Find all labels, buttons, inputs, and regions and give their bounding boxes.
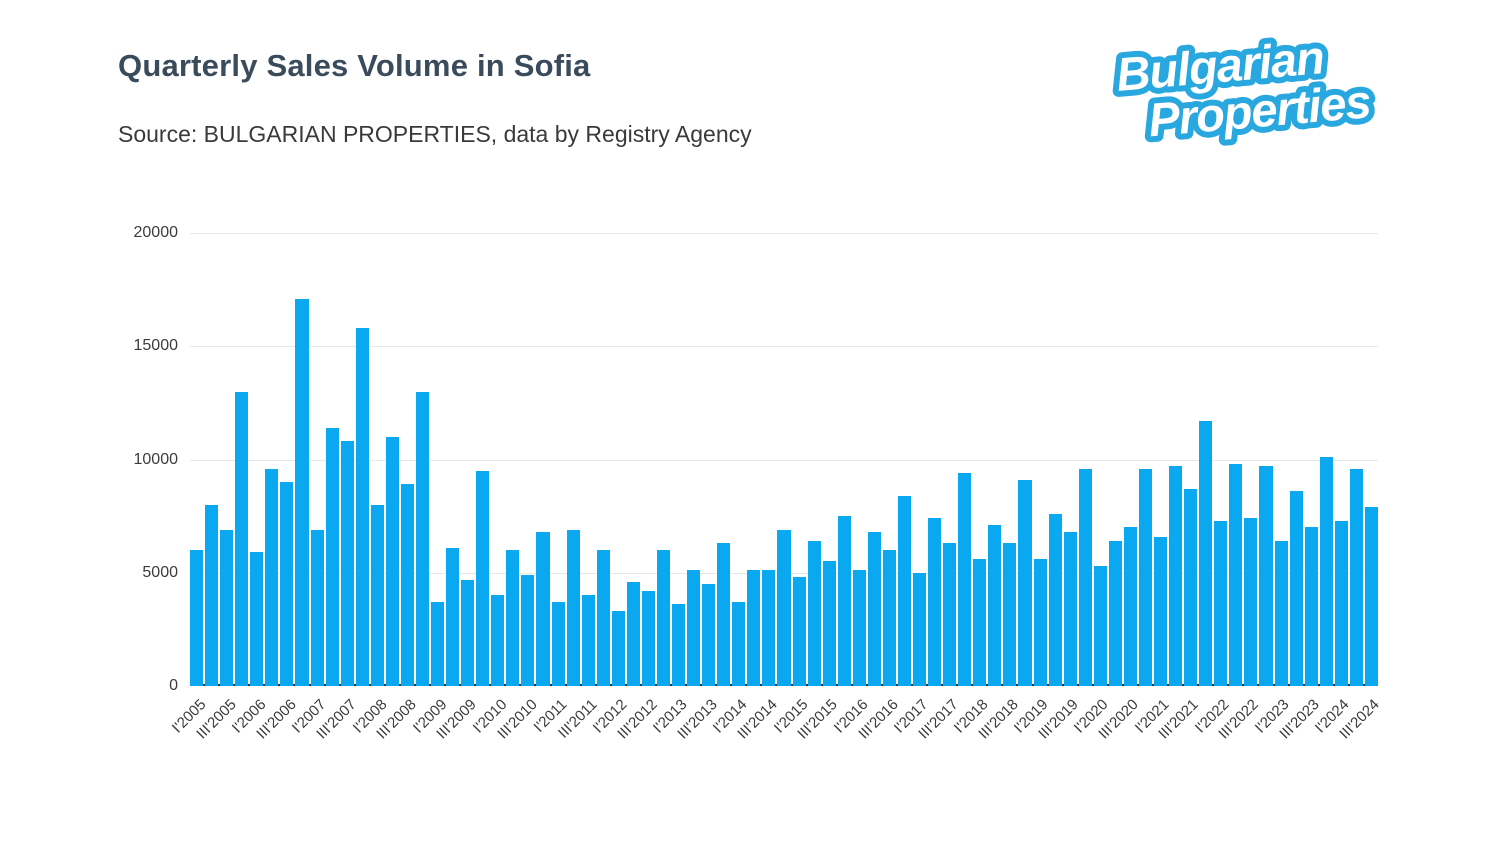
bar-II'2015 [807,541,821,686]
bar-III'2015 [822,561,836,686]
bar-II'2005 [205,505,219,686]
bar-I'2023 [1274,541,1288,686]
bar-II'2018 [988,525,1002,686]
bar-III'2021 [1184,489,1198,686]
bar-II'2014 [747,570,761,686]
bar-I'2005 [190,550,204,686]
source-note: Source: BULGARIAN PROPERTIES, data by Re… [118,121,752,147]
bar-III'2005 [220,530,234,686]
bar-III'2011 [581,595,595,686]
bar-IV'2022 [1259,466,1273,686]
bar-II'2007 [325,428,339,686]
y-tick-label-10000: 10000 [133,450,179,468]
bar-III'2013 [702,584,716,686]
bar-II'2016 [867,532,881,686]
bar-II'2006 [265,469,279,686]
bar-IV'2013 [717,543,731,686]
y-axis-labels: 0 5000 10000 15000 20000 [120,224,190,694]
bar-IV'2012 [656,550,670,686]
x-axis-labels: I'2005 III'2005 I'2006 III'2006 I'2007 III'20… [169,686,1383,766]
bar-III'2008 [400,484,414,686]
gridline-10000 [190,459,1378,461]
bar-II'2019 [1048,514,1062,686]
bar-III'2007 [340,441,354,686]
bar-IV'2010 [536,532,550,686]
bar-III'2023 [1304,527,1318,686]
bar-III'2017 [943,543,957,686]
bar-II'2022 [1229,464,1243,686]
bar-IV'2019 [1078,469,1092,686]
y-tick-label-15000: 15000 [133,337,179,355]
bar-IV'2023 [1319,457,1333,686]
bar-I'2015 [792,577,806,686]
bar-II'2012 [626,582,640,686]
bar-III'2020 [1123,527,1137,686]
bar-II'2011 [566,530,580,686]
bar-IV'2005 [235,392,249,686]
bar-IV'2009 [476,471,490,686]
gridline-15000 [190,346,1378,348]
bar-I'2016 [852,570,866,686]
bar-I'2014 [732,602,746,686]
bar-III'2014 [762,570,776,686]
bar-IV'2017 [958,473,972,686]
bar-II'2023 [1289,491,1303,686]
bar-IV'2011 [596,550,610,686]
brand-logo: Bulgarian Properties [1112,26,1378,146]
bar-I'2020 [1093,566,1107,686]
bar-I'2006 [250,552,264,686]
bar-III'2010 [521,575,535,686]
bar-III'2016 [882,550,896,686]
y-tick-label-20000: 20000 [133,224,179,241]
bar-III'2019 [1063,532,1077,686]
bar-IV'2020 [1138,469,1152,686]
bar-I'2010 [491,595,505,686]
bar-I'2022 [1214,521,1228,686]
bar-IV'2021 [1199,421,1213,686]
bar-IV'2015 [837,516,851,686]
bar-I'2024 [1334,521,1348,686]
gridline-20000 [190,233,1378,234]
bar-III'2006 [280,482,294,686]
bar-II'2024 [1349,469,1363,686]
bar-I'2008 [370,505,384,686]
bar-IV'2008 [415,392,429,686]
bar-I'2011 [551,602,565,686]
page-title: Quarterly Sales Volume in Sofia [118,48,591,83]
bar-II'2021 [1169,466,1183,686]
bar-I'2017 [913,573,927,686]
bar-II'2017 [928,518,942,686]
bar-I'2021 [1154,537,1168,686]
bar-I'2019 [1033,559,1047,686]
bar-III'2024 [1364,507,1378,686]
bar-II'2013 [687,570,701,686]
bar-chart: 0 5000 10000 15000 20000 I'2005 III'2005 I'200… [134,224,1383,742]
bar-I'2018 [973,559,987,686]
bar-IV'2007 [355,328,369,686]
bar-III'2009 [461,580,475,686]
bar-III'2018 [1003,543,1017,686]
bar-IV'2006 [295,299,309,686]
bar-III'2022 [1244,518,1258,686]
y-tick-label-0: 0 [169,677,178,694]
bar-III'2012 [641,591,655,686]
bar-II'2020 [1108,541,1122,686]
y-tick-label-5000: 5000 [142,563,178,581]
bar-II'2010 [506,550,520,686]
bar-IV'2014 [777,530,791,686]
bar-II'2009 [446,548,460,686]
bar-I'2007 [310,530,324,686]
bar-I'2012 [611,611,625,686]
bar-I'2013 [672,604,686,686]
bars [190,233,1378,686]
bar-II'2008 [385,437,399,686]
bar-IV'2018 [1018,480,1032,686]
bar-I'2009 [431,602,445,686]
bar-IV'2016 [897,496,911,686]
